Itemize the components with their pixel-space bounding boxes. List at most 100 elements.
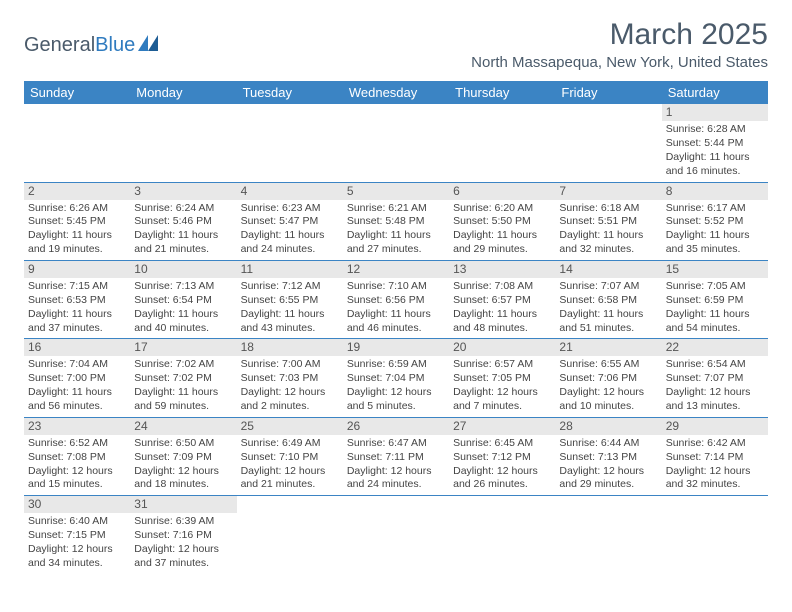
calendar-cell — [555, 104, 661, 182]
daylight-text: Daylight: 12 hours and 26 minutes. — [453, 465, 551, 493]
day-number: 12 — [343, 261, 449, 278]
sunset-text: Sunset: 6:54 PM — [134, 294, 232, 308]
sunrise-text: Sunrise: 6:57 AM — [453, 358, 551, 372]
sunrise-text: Sunrise: 6:44 AM — [559, 437, 657, 451]
calendar-cell — [449, 496, 555, 574]
sunset-text: Sunset: 7:15 PM — [28, 529, 126, 543]
day-number: 10 — [130, 261, 236, 278]
day-header: Sunday — [24, 81, 130, 104]
day-number: 6 — [449, 183, 555, 200]
day-number: 26 — [343, 418, 449, 435]
calendar-cell: 1Sunrise: 6:28 AMSunset: 5:44 PMDaylight… — [662, 104, 768, 182]
day-info: Sunrise: 6:17 AMSunset: 5:52 PMDaylight:… — [666, 202, 764, 257]
sunrise-text: Sunrise: 6:39 AM — [134, 515, 232, 529]
calendar-cell: 21Sunrise: 6:55 AMSunset: 7:06 PMDayligh… — [555, 339, 661, 417]
daylight-text: Daylight: 11 hours and 21 minutes. — [134, 229, 232, 257]
calendar-cell — [343, 496, 449, 574]
day-info: Sunrise: 6:39 AMSunset: 7:16 PMDaylight:… — [134, 515, 232, 570]
daylight-text: Daylight: 11 hours and 32 minutes. — [559, 229, 657, 257]
daylight-text: Daylight: 11 hours and 37 minutes. — [28, 308, 126, 336]
sunset-text: Sunset: 7:12 PM — [453, 451, 551, 465]
sunrise-text: Sunrise: 7:13 AM — [134, 280, 232, 294]
location: North Massapequa, New York, United State… — [471, 54, 768, 71]
calendar-week: 2Sunrise: 6:26 AMSunset: 5:45 PMDaylight… — [24, 182, 768, 260]
calendar-cell: 14Sunrise: 7:07 AMSunset: 6:58 PMDayligh… — [555, 260, 661, 338]
calendar-cell — [237, 496, 343, 574]
sunrise-text: Sunrise: 6:49 AM — [241, 437, 339, 451]
calendar-week: 23 Sunrise: 6:52 AMSunset: 7:08 PMDayligh… — [24, 417, 768, 495]
daylight-text: Daylight: 12 hours and 29 minutes. — [559, 465, 657, 493]
day-info: Sunrise: 6:59 AMSunset: 7:04 PMDaylight:… — [347, 358, 445, 413]
day-info: Sunrise: 6:23 AMSunset: 5:47 PMDaylight:… — [241, 202, 339, 257]
sunrise-text: Sunrise: 7:10 AM — [347, 280, 445, 294]
sunrise-text: Sunrise: 7:07 AM — [559, 280, 657, 294]
day-number: 31 — [130, 496, 236, 513]
sunrise-text: Sunrise: 6:40 AM — [28, 515, 126, 529]
calendar-cell: 13Sunrise: 7:08 AMSunset: 6:57 PMDayligh… — [449, 260, 555, 338]
daylight-text: Daylight: 11 hours and 27 minutes. — [347, 229, 445, 257]
day-header: Wednesday — [343, 81, 449, 104]
day-info: Sunrise: 7:02 AMSunset: 7:02 PMDaylight:… — [134, 358, 232, 413]
day-number: 5 — [343, 183, 449, 200]
sunset-text: Sunset: 7:02 PM — [134, 372, 232, 386]
daylight-text: Daylight: 11 hours and 46 minutes. — [347, 308, 445, 336]
daylight-text: Daylight: 12 hours and 32 minutes. — [666, 465, 764, 493]
calendar-page: GeneralBlue March 2025 North Massapequa,… — [0, 0, 792, 574]
day-info: Sunrise: 6:24 AMSunset: 5:46 PMDaylight:… — [134, 202, 232, 257]
calendar-cell: 5 Sunrise: 6:21 AMSunset: 5:48 PMDaylight… — [343, 182, 449, 260]
title-block: March 2025 North Massapequa, New York, U… — [471, 18, 768, 75]
day-number: 23 — [24, 418, 130, 435]
day-info: Sunrise: 7:05 AMSunset: 6:59 PMDaylight:… — [666, 280, 764, 335]
day-info: Sunrise: 6:52 AMSunset: 7:08 PMDaylight:… — [28, 437, 126, 492]
day-header: Monday — [130, 81, 236, 104]
day-header-row: Sunday Monday Tuesday Wednesday Thursday… — [24, 81, 768, 104]
sunrise-text: Sunrise: 7:15 AM — [28, 280, 126, 294]
day-info: Sunrise: 6:40 AMSunset: 7:15 PMDaylight:… — [28, 515, 126, 570]
calendar-cell: 18Sunrise: 7:00 AMSunset: 7:03 PMDayligh… — [237, 339, 343, 417]
day-info: Sunrise: 7:08 AMSunset: 6:57 PMDaylight:… — [453, 280, 551, 335]
day-number: 7 — [555, 183, 661, 200]
sunset-text: Sunset: 7:05 PM — [453, 372, 551, 386]
sunrise-text: Sunrise: 6:24 AM — [134, 202, 232, 216]
daylight-text: Daylight: 11 hours and 43 minutes. — [241, 308, 339, 336]
sunset-text: Sunset: 5:50 PM — [453, 215, 551, 229]
daylight-text: Daylight: 11 hours and 56 minutes. — [28, 386, 126, 414]
calendar-cell — [449, 104, 555, 182]
daylight-text: Daylight: 12 hours and 37 minutes. — [134, 543, 232, 571]
sunrise-text: Sunrise: 6:28 AM — [666, 123, 764, 137]
sunset-text: Sunset: 5:52 PM — [666, 215, 764, 229]
day-info: Sunrise: 7:13 AMSunset: 6:54 PMDaylight:… — [134, 280, 232, 335]
day-info: Sunrise: 6:21 AMSunset: 5:48 PMDaylight:… — [347, 202, 445, 257]
sunrise-text: Sunrise: 6:47 AM — [347, 437, 445, 451]
sunrise-text: Sunrise: 6:18 AM — [559, 202, 657, 216]
day-number: 30 — [24, 496, 130, 513]
logo-triangle-icon — [138, 35, 158, 56]
sunset-text: Sunset: 5:46 PM — [134, 215, 232, 229]
calendar-cell: 3Sunrise: 6:24 AMSunset: 5:46 PMDaylight… — [130, 182, 236, 260]
day-number: 16 — [24, 339, 130, 356]
sunset-text: Sunset: 7:16 PM — [134, 529, 232, 543]
sunset-text: Sunset: 6:56 PM — [347, 294, 445, 308]
calendar-cell: 25Sunrise: 6:49 AMSunset: 7:10 PMDayligh… — [237, 417, 343, 495]
sunset-text: Sunset: 5:48 PM — [347, 215, 445, 229]
calendar-cell: 6Sunrise: 6:20 AMSunset: 5:50 PMDaylight… — [449, 182, 555, 260]
sunset-text: Sunset: 7:06 PM — [559, 372, 657, 386]
calendar-cell: 31 Sunrise: 6:39 AMSunset: 7:16 PMDayligh… — [130, 496, 236, 574]
day-info: Sunrise: 6:47 AMSunset: 7:11 PMDaylight:… — [347, 437, 445, 492]
sunset-text: Sunset: 5:44 PM — [666, 137, 764, 151]
day-info: Sunrise: 7:15 AMSunset: 6:53 PMDaylight:… — [28, 280, 126, 335]
calendar-cell: 15Sunrise: 7:05 AMSunset: 6:59 PMDayligh… — [662, 260, 768, 338]
calendar-cell: 9Sunrise: 7:15 AMSunset: 6:53 PMDaylight… — [24, 260, 130, 338]
day-info: Sunrise: 7:00 AMSunset: 7:03 PMDaylight:… — [241, 358, 339, 413]
calendar-cell — [555, 496, 661, 574]
calendar-cell — [343, 104, 449, 182]
sunset-text: Sunset: 5:47 PM — [241, 215, 339, 229]
calendar-body: 1Sunrise: 6:28 AMSunset: 5:44 PMDaylight… — [24, 104, 768, 574]
calendar-cell: 16Sunrise: 7:04 AMSunset: 7:00 PMDayligh… — [24, 339, 130, 417]
calendar-cell: 10 Sunrise: 7:13 AMSunset: 6:54 PMDayligh… — [130, 260, 236, 338]
day-number: 22 — [662, 339, 768, 356]
day-number: 20 — [449, 339, 555, 356]
calendar-week: 9Sunrise: 7:15 AMSunset: 6:53 PMDaylight… — [24, 260, 768, 338]
daylight-text: Daylight: 11 hours and 40 minutes. — [134, 308, 232, 336]
month-title: March 2025 — [471, 18, 768, 52]
